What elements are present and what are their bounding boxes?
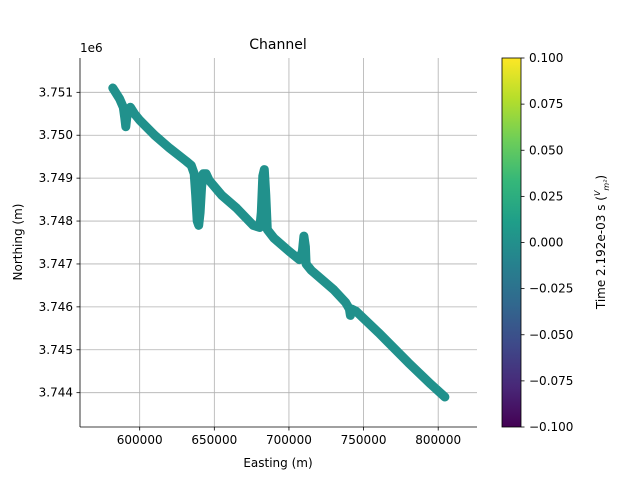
colorbar-tick-label: −0.050 (529, 328, 573, 342)
colorbar-tick-label: −0.075 (529, 374, 573, 388)
y-tick-label: 3.744 (39, 386, 73, 400)
y-offset-label: 1e6 (80, 41, 103, 55)
y-axis-label: Northing (m) (11, 204, 25, 281)
x-tick-label: 700000 (266, 433, 312, 447)
colorbar-tick-label: −0.100 (529, 420, 573, 434)
y-tick-label: 3.746 (39, 300, 73, 314)
colorbar-tick-label: −0.025 (529, 282, 573, 296)
colorbar-label: Time 2.192e-03 s (Vm²) (593, 175, 611, 310)
colorbar-label-prefix: Time 2.192e-03 s ( (594, 196, 608, 310)
svg-text:Time 2.192e-03 s (Vm²): Time 2.192e-03 s (Vm²) (593, 175, 611, 310)
y-tick-label: 3.750 (39, 128, 73, 142)
chart-title: Channel (249, 37, 306, 53)
x-ticks: 600000 650000 700000 750000 800000 (117, 427, 461, 447)
grid-layer (80, 58, 477, 427)
y-tick-label: 3.745 (39, 343, 73, 357)
colorbar-tick-label: 0.025 (529, 189, 563, 203)
x-axis-label: Easting (m) (243, 456, 312, 470)
x-tick-label: 800000 (415, 433, 461, 447)
y-ticks: 3.744 3.745 3.746 3.747 3.748 3.749 3.750 3.751 (39, 85, 80, 400)
colorbar-tick-label: 0.000 (529, 236, 563, 250)
flight-path-series (108, 83, 450, 402)
x-tick-label: 600000 (117, 433, 163, 447)
x-tick-label: 650000 (191, 433, 237, 447)
colorbar-unit-numerator: V (593, 190, 602, 196)
x-tick-label: 750000 (341, 433, 387, 447)
y-tick-label: 3.748 (39, 214, 73, 228)
y-tick-label: 3.747 (39, 257, 73, 271)
colorbar-tick-label: 0.075 (529, 97, 563, 111)
colorbar-unit-denominator: m² (602, 179, 611, 191)
flight-path-layer (108, 83, 450, 402)
y-tick-label: 3.751 (39, 85, 73, 99)
colorbar-ticks: 0.100 0.075 0.050 0.025 0.000 −0.025 −0.050 −0.… (521, 51, 573, 434)
colorbar-label-suffix: ) (594, 175, 608, 180)
colorbar-tick-label: 0.100 (529, 51, 563, 65)
colorbar (501, 57, 522, 428)
y-tick-label: 3.749 (39, 171, 73, 185)
colorbar-tick-label: 0.050 (529, 143, 563, 157)
